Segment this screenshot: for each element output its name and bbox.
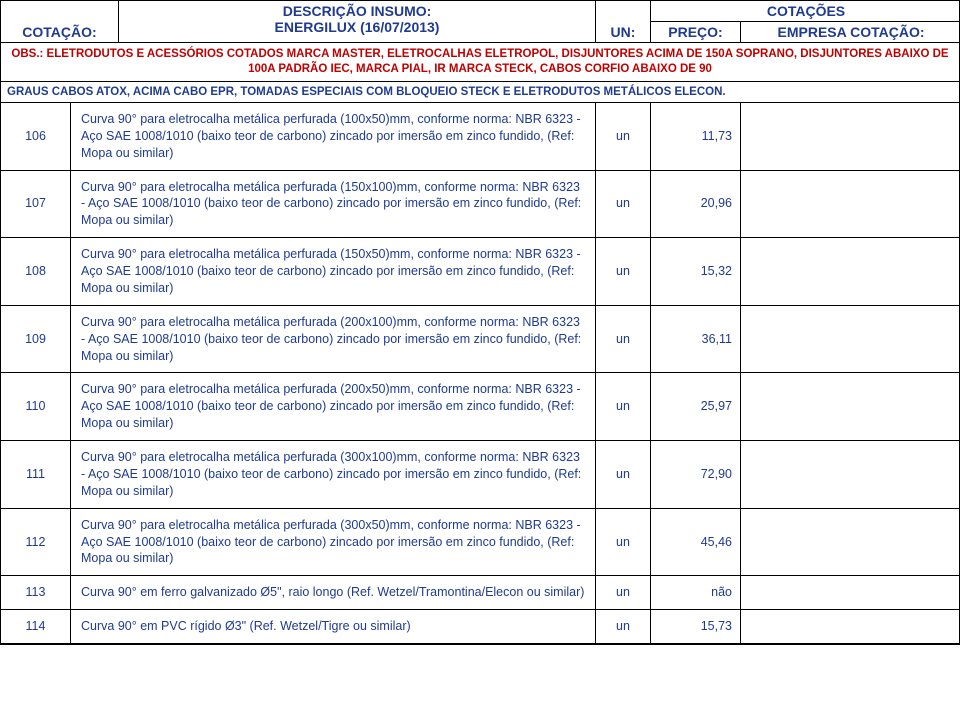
row-desc: Curva 90° em ferro galvanizado Ø5", raio… (71, 576, 596, 609)
row-company (741, 610, 960, 643)
table-row: 109Curva 90° para eletrocalha metálica p… (1, 306, 959, 374)
row-price: 20,96 (651, 171, 741, 238)
row-company (741, 238, 960, 305)
header-right: COTAÇÕES PREÇO: EMPRESA COTAÇÃO: (651, 1, 960, 42)
header-un: UN: (596, 1, 651, 42)
row-price: 72,90 (651, 441, 741, 508)
row-company (741, 103, 960, 170)
document-frame: COTAÇÃO: DESCRIÇÃO INSUMO: ENERGILUX (16… (0, 0, 960, 645)
row-unit: un (596, 509, 651, 576)
row-desc: Curva 90° para eletrocalha metálica perf… (71, 171, 596, 238)
row-price: 15,73 (651, 610, 741, 643)
table-row: 106Curva 90° para eletrocalha metálica p… (1, 103, 959, 171)
row-price: 11,73 (651, 103, 741, 170)
row-company (741, 441, 960, 508)
header-descricao: DESCRIÇÃO INSUMO: ENERGILUX (16/07/2013) (119, 1, 596, 42)
row-id: 110 (1, 373, 71, 440)
table-row: 108Curva 90° para eletrocalha metálica p… (1, 238, 959, 306)
section-note: GRAUS CABOS ATOX, ACIMA CABO EPR, TOMADA… (1, 82, 959, 103)
row-unit: un (596, 373, 651, 440)
row-desc: Curva 90° para eletrocalha metálica perf… (71, 441, 596, 508)
row-company (741, 576, 960, 609)
row-unit: un (596, 171, 651, 238)
row-price: não (651, 576, 741, 609)
header-cotacao: COTAÇÃO: (1, 1, 119, 42)
table-row: 110Curva 90° para eletrocalha metálica p… (1, 373, 959, 441)
row-desc: Curva 90° para eletrocalha metálica perf… (71, 509, 596, 576)
header-un-label: UN: (611, 24, 636, 40)
row-company (741, 306, 960, 373)
row-id: 109 (1, 306, 71, 373)
row-id: 112 (1, 509, 71, 576)
row-desc: Curva 90° para eletrocalha metálica perf… (71, 103, 596, 170)
row-price: 25,97 (651, 373, 741, 440)
row-price: 36,11 (651, 306, 741, 373)
header-cotacoes-title: COTAÇÕES (651, 1, 960, 22)
row-id: 107 (1, 171, 71, 238)
table-row: 107Curva 90° para eletrocalha metálica p… (1, 171, 959, 239)
header-block: COTAÇÃO: DESCRIÇÃO INSUMO: ENERGILUX (16… (1, 1, 959, 43)
obs-note: OBS.: ELETRODUTOS E ACESSÓRIOS COTADOS M… (1, 43, 959, 82)
row-unit: un (596, 441, 651, 508)
row-company (741, 373, 960, 440)
row-desc: Curva 90° para eletrocalha metálica perf… (71, 238, 596, 305)
row-unit: un (596, 306, 651, 373)
row-desc: Curva 90° em PVC rígido Ø3" (Ref. Wetzel… (71, 610, 596, 643)
header-subtitle: ENERGILUX (16/07/2013) (275, 19, 440, 35)
header-descricao-label: DESCRIÇÃO INSUMO: (283, 3, 432, 19)
table-row: 113Curva 90° em ferro galvanizado Ø5", r… (1, 576, 959, 610)
row-price: 15,32 (651, 238, 741, 305)
row-unit: un (596, 576, 651, 609)
header-empresa-label: EMPRESA COTAÇÃO: (741, 22, 960, 42)
table-row: 112Curva 90° para eletrocalha metálica p… (1, 509, 959, 577)
rows-container: 106Curva 90° para eletrocalha metálica p… (1, 103, 959, 644)
table-row: 111Curva 90° para eletrocalha metálica p… (1, 441, 959, 509)
header-preco-label: PREÇO: (651, 22, 741, 42)
row-desc: Curva 90° para eletrocalha metálica perf… (71, 306, 596, 373)
row-unit: un (596, 610, 651, 643)
row-company (741, 509, 960, 576)
row-id: 108 (1, 238, 71, 305)
row-id: 111 (1, 441, 71, 508)
row-price: 45,46 (651, 509, 741, 576)
row-unit: un (596, 103, 651, 170)
header-cotacao-label: COTAÇÃO: (22, 24, 96, 40)
table-row: 114Curva 90° em PVC rígido Ø3" (Ref. Wet… (1, 610, 959, 644)
row-company (741, 171, 960, 238)
row-id: 113 (1, 576, 71, 609)
row-id: 114 (1, 610, 71, 643)
row-desc: Curva 90° para eletrocalha metálica perf… (71, 373, 596, 440)
row-id: 106 (1, 103, 71, 170)
row-unit: un (596, 238, 651, 305)
